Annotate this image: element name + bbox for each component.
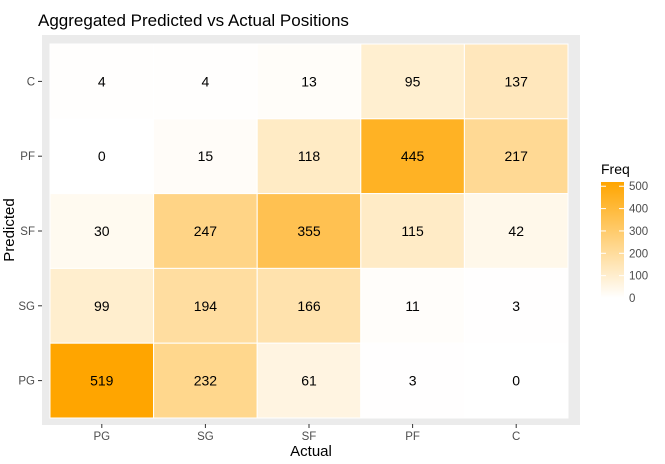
legend: Freq 500 400 300 200 100 0 xyxy=(601,161,648,305)
legend-ticks: 500 400 300 200 100 0 xyxy=(601,181,648,305)
y-axis-title: Predicted xyxy=(1,198,18,261)
cell-value: 137 xyxy=(505,73,529,89)
heatmap-cell xyxy=(49,267,155,344)
y-tick-label: PF xyxy=(20,151,35,163)
cell-value: 445 xyxy=(401,148,425,164)
cell-value: 95 xyxy=(405,73,421,89)
legend-tick-label: 300 xyxy=(629,226,648,238)
cell-value: 30 xyxy=(94,223,110,239)
heatmap-cell xyxy=(256,118,362,195)
heatmap-cell xyxy=(256,342,362,419)
legend-tick-label: 500 xyxy=(629,181,648,193)
x-tick-label: PG xyxy=(93,431,110,443)
y-tick-label: SF xyxy=(20,226,35,238)
heatmap-cell xyxy=(153,43,258,120)
cell-value: 4 xyxy=(202,73,210,89)
heatmap-cell xyxy=(153,193,258,269)
cell-value: 115 xyxy=(401,223,424,239)
cell-value: 3 xyxy=(409,373,417,389)
heatmap-cell xyxy=(256,193,362,269)
cell-value: 11 xyxy=(405,298,420,314)
heatmap-cell xyxy=(256,267,362,344)
heatmap-cell xyxy=(153,267,258,344)
cell-value: 118 xyxy=(298,148,321,164)
x-tick-label: PF xyxy=(405,431,420,443)
y-tick-label: PG xyxy=(18,376,35,388)
heatmap-cell xyxy=(360,342,465,419)
heatmap-cell xyxy=(463,193,569,269)
heatmap-cell xyxy=(256,43,362,120)
x-axis-title: Actual xyxy=(290,443,332,460)
cell-value: 217 xyxy=(505,148,529,164)
legend-tick-label: 400 xyxy=(629,204,648,216)
cell-value: 4 xyxy=(98,73,106,89)
heatmap-cell xyxy=(463,342,569,419)
cell-value: 13 xyxy=(301,73,317,89)
heatmap-cell xyxy=(463,267,569,344)
cell-value: 232 xyxy=(194,373,218,389)
x-tick-label: SF xyxy=(302,431,317,443)
y-axis: C PF SF SG PG xyxy=(18,76,42,388)
cell-value: 3 xyxy=(512,298,520,314)
heatmap-cell xyxy=(360,118,465,195)
chart-title: Aggregated Predicted vs Actual Positions xyxy=(38,11,349,30)
heatmap-cell xyxy=(360,43,465,120)
cell-value: 247 xyxy=(194,223,218,239)
cell-value: 42 xyxy=(508,223,524,239)
cell-value: 355 xyxy=(297,223,321,239)
heatmap-cell xyxy=(49,43,155,120)
y-tick-label: SG xyxy=(18,301,35,313)
heatmap-cell xyxy=(153,342,258,419)
legend-tick-label: 100 xyxy=(629,271,648,283)
cell-value: 15 xyxy=(198,148,214,164)
cell-value: 194 xyxy=(194,298,218,314)
cell-value: 166 xyxy=(297,298,321,314)
heatmap-cell xyxy=(360,193,465,269)
cell-value: 99 xyxy=(94,298,110,314)
heatmap-cells xyxy=(49,43,569,419)
heatmap-cell xyxy=(153,118,258,195)
cell-value: 61 xyxy=(301,373,317,389)
x-tick-label: C xyxy=(512,431,520,443)
x-axis: PG SG SF PF C xyxy=(93,424,520,443)
legend-title: Freq xyxy=(601,161,630,177)
heatmap-cell xyxy=(463,118,569,195)
heatmap-cell xyxy=(49,342,155,419)
legend-tick-label: 0 xyxy=(629,293,635,305)
cell-value: 0 xyxy=(512,373,520,389)
legend-tick-label: 200 xyxy=(629,248,648,260)
y-tick-label: C xyxy=(27,76,35,88)
legend-colorbar xyxy=(601,182,624,298)
cell-value: 0 xyxy=(98,148,106,164)
cell-value: 519 xyxy=(90,373,114,389)
heatmap-cell xyxy=(360,267,465,344)
x-tick-label: SG xyxy=(197,431,214,443)
